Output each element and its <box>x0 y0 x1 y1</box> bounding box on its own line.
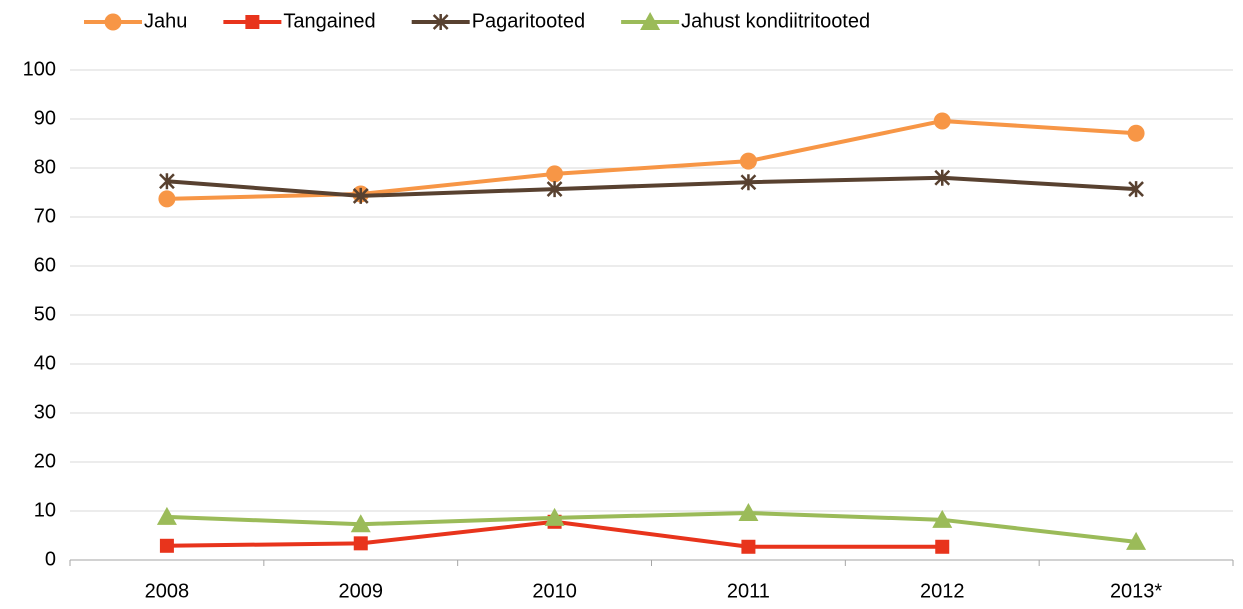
data-point <box>158 190 176 208</box>
y-tick-label: 70 <box>34 205 56 227</box>
legend-label: Jahust kondiitritooted <box>681 10 870 32</box>
x-tick-label: 2011 <box>727 580 770 602</box>
data-point <box>932 509 953 528</box>
data-point <box>353 536 368 551</box>
y-tick-label: 0 <box>45 548 56 570</box>
data-point <box>933 112 951 130</box>
series-line <box>166 510 1137 544</box>
legend-marker <box>640 12 661 30</box>
data-point <box>159 173 175 190</box>
data-point <box>352 187 369 204</box>
x-tick-label: 2009 <box>339 580 384 602</box>
data-point <box>546 181 563 198</box>
legend-marker <box>245 15 260 29</box>
y-tick-label: 40 <box>34 352 56 374</box>
data-point <box>739 152 757 170</box>
legend-label: Tangained <box>283 10 375 32</box>
series-line <box>166 175 1137 198</box>
x-tick-label: 2010 <box>532 580 577 602</box>
y-tick-label: 80 <box>34 156 56 178</box>
data-point <box>544 507 565 526</box>
legend-label: Jahu <box>144 10 187 32</box>
data-point <box>934 169 951 186</box>
y-tick-label: 20 <box>34 450 56 472</box>
legend-marker <box>432 14 449 30</box>
y-tick-label: 10 <box>34 499 56 521</box>
y-tick-label: 50 <box>34 303 56 325</box>
data-point <box>156 506 177 525</box>
x-tick-label: 2013* <box>1110 580 1162 602</box>
y-tick-label: 60 <box>34 254 56 276</box>
x-tick-label: 2012 <box>920 580 965 602</box>
data-point <box>159 538 174 553</box>
y-tick-label: 90 <box>34 107 56 129</box>
data-point <box>1128 181 1144 198</box>
legend-marker <box>104 13 122 31</box>
data-point <box>546 165 564 183</box>
x-tick-label: 2008 <box>145 580 190 602</box>
data-point <box>1126 531 1147 550</box>
y-tick-label: 30 <box>34 401 56 423</box>
y-tick-label: 100 <box>23 58 56 80</box>
data-point <box>1127 124 1145 142</box>
data-point <box>935 539 950 554</box>
data-point <box>740 174 757 191</box>
data-point <box>741 539 756 554</box>
data-point <box>350 514 371 533</box>
legend-label: Pagaritooted <box>472 10 585 32</box>
data-point <box>738 502 759 521</box>
